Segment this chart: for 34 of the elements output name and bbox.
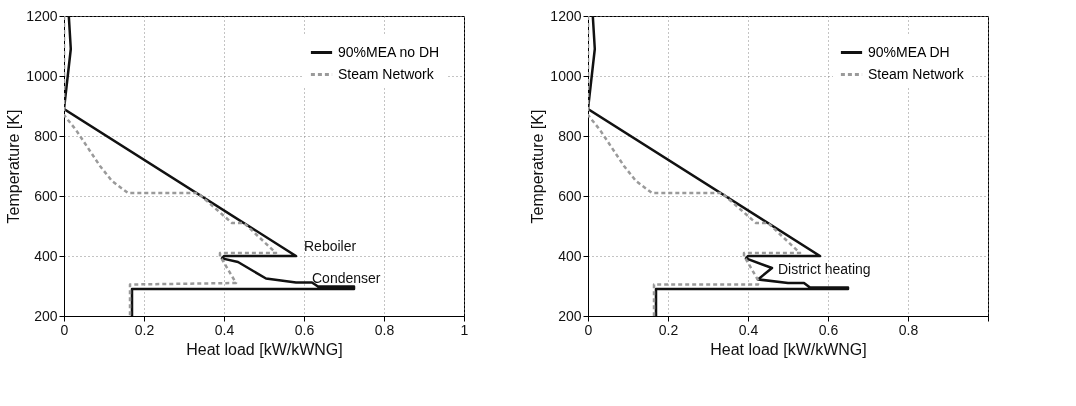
y-axis-title: Temperature [K] (529, 109, 547, 224)
x-tick-label: 0.4 (214, 321, 235, 338)
x-tick-label: 0.8 (898, 321, 919, 338)
x-tick-label: 1 (460, 321, 469, 338)
x-tick-label: 0.2 (658, 321, 679, 338)
y-tick-label: 200 (34, 307, 58, 324)
y-tick-label: 600 (34, 187, 58, 204)
annotation: District heating (778, 260, 871, 277)
y-tick-label: 1200 (550, 7, 582, 24)
annotation: Condenser (312, 269, 381, 286)
legend-label: 90%MEA DH (868, 43, 950, 60)
y-axis-title: Temperature [K] (5, 109, 23, 224)
x-tick-label: 0.2 (134, 321, 155, 338)
x-tick-label: 0 (60, 321, 69, 338)
x-axis-title: Heat load [kW/kWNG] (710, 340, 867, 358)
x-axis-title: Heat load [kW/kWNG] (186, 340, 343, 358)
annotation: Reboiler (304, 238, 357, 254)
legend-label: Steam Network (338, 65, 435, 82)
legend-label: Steam Network (868, 65, 965, 82)
y-tick-label: 600 (558, 187, 582, 204)
y-tick-label: 1000 (550, 67, 582, 84)
x-tick-label: 0.6 (294, 321, 315, 338)
x-tick-label: 0 (584, 321, 593, 338)
x-tick-label: 0.6 (818, 321, 839, 338)
y-tick-label: 400 (34, 247, 58, 264)
y-tick-label: 1200 (26, 7, 58, 24)
legend-label: 90%MEA no DH (338, 43, 440, 60)
x-tick-label: 0.8 (374, 321, 395, 338)
y-tick-label: 800 (34, 127, 58, 144)
y-tick-label: 200 (558, 307, 582, 324)
y-tick-label: 1000 (26, 67, 58, 84)
x-tick-label: 0.4 (738, 321, 759, 338)
y-tick-label: 400 (558, 247, 582, 264)
y-tick-label: 800 (558, 127, 582, 144)
